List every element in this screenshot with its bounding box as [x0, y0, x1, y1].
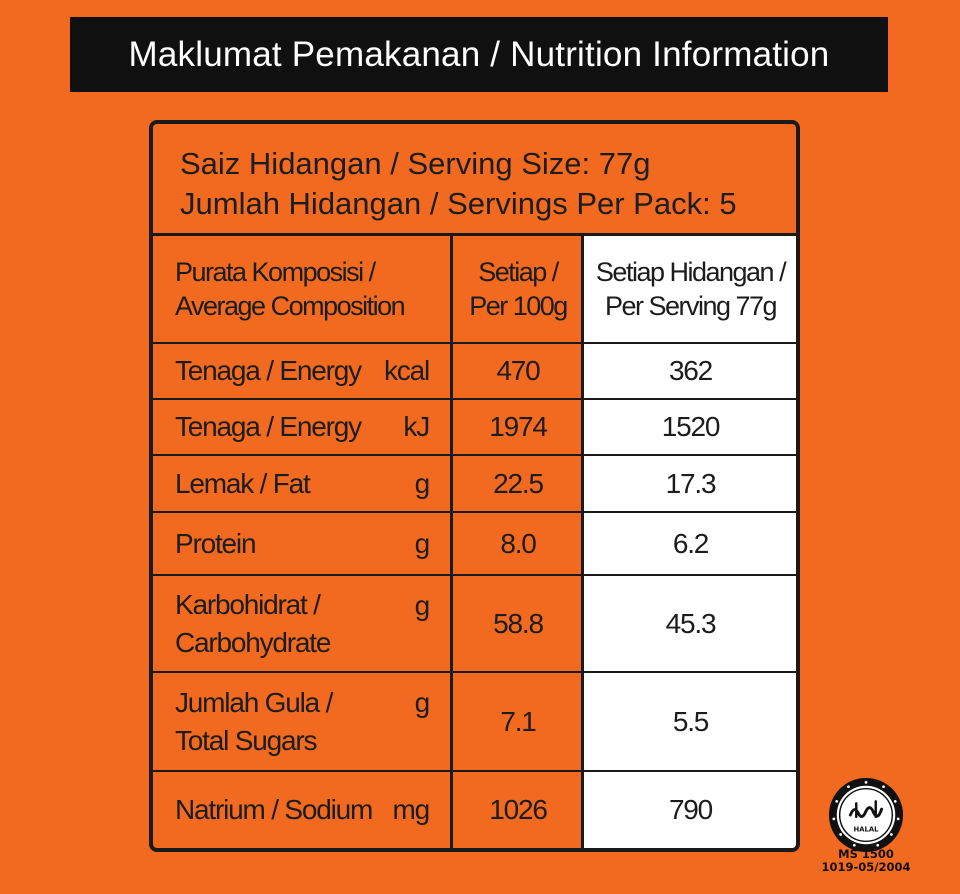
column-divider — [581, 236, 584, 848]
value-per-serving: 17.3 — [665, 467, 717, 499]
certification-text: MS 1500 1019-05/2004 — [808, 848, 924, 874]
value-per-100g: 58.8 — [493, 607, 544, 639]
nutrient-label: Natrium / Sodium — [175, 794, 373, 825]
column-divider — [450, 236, 453, 848]
table-row: Tenaga / Energy kJ 1974 1520 — [153, 400, 796, 456]
servings-per-pack: Jumlah Hidangan / Servings Per Pack: 5 — [180, 186, 737, 221]
halal-seal-icon: HALAL — [828, 777, 904, 853]
halal-logo-text: HALAL — [854, 826, 880, 834]
certification-code: 1019-05/2004 — [821, 860, 911, 874]
nutrient-label: Tenaga / Energy — [175, 411, 362, 442]
table-header-row: Purata Komposisi / Average Composition Se… — [153, 236, 796, 344]
value-per-serving: 1520 — [661, 411, 721, 442]
value-per-100g: 8.0 — [500, 527, 537, 559]
value-per-100g: 1974 — [489, 411, 548, 442]
value-per-100g: 470 — [496, 355, 540, 386]
value-per-100g: 22.5 — [493, 467, 544, 499]
table-row: Natrium / Sodium mg 1026 790 — [153, 772, 796, 848]
page-title: Maklumat Pemakanan / Nutrition Informati… — [70, 17, 888, 92]
certification-standard: MS 1500 — [838, 847, 894, 861]
header-composition: Purata Komposisi / Average Composition — [175, 257, 406, 321]
nutrient-unit: kJ — [403, 411, 430, 442]
header-per-100g: Setiap / Per 100g — [469, 257, 568, 321]
nutrient-label: Tenaga / Energy — [175, 355, 362, 386]
nutrient-unit: mg — [392, 794, 431, 825]
table-row: Protein g 8.0 6.2 — [153, 513, 796, 576]
nutrient-unit: g — [414, 687, 431, 718]
value-per-serving: 45.3 — [665, 607, 717, 639]
serving-info: Saiz Hidangan / Serving Size: 77g Jumlah… — [153, 124, 796, 236]
nutrient-unit: g — [414, 467, 431, 499]
value-per-serving: 5.5 — [672, 705, 710, 737]
value-per-serving: 790 — [668, 794, 713, 825]
nutrient-label: Lemak / Fat — [175, 467, 311, 499]
table-row: Jumlah Gula / Total Sugars g 7.1 5.5 — [153, 673, 796, 772]
table-row: Lemak / Fat g 22.5 17.3 — [153, 456, 796, 513]
nutrient-unit: g — [414, 527, 431, 559]
nutrient-label: Jumlah Gula / Total Sugars — [175, 686, 333, 756]
per-serving-column-bg — [583, 236, 796, 848]
value-per-serving: 362 — [668, 355, 713, 386]
table-row: Karbohidrat / Carbohydrate g 58.8 45.3 — [153, 576, 796, 673]
value-per-serving: 6.2 — [672, 527, 710, 559]
nutrient-label: Karbohidrat / Carbohydrate — [175, 588, 331, 658]
nutrient-unit: kcal — [384, 355, 430, 386]
value-per-100g: 1026 — [489, 794, 548, 825]
nutrient-label: Protein — [175, 527, 257, 559]
serving-size: Saiz Hidangan / Serving Size: 77g — [180, 146, 651, 181]
table-row: Tenaga / Energy kcal 470 362 — [153, 344, 796, 400]
header-per-serving: Setiap Hidangan / Per Serving 77g — [595, 257, 787, 321]
value-per-100g: 7.1 — [500, 705, 537, 737]
nutrition-panel: Saiz Hidangan / Serving Size: 77g Jumlah… — [149, 120, 800, 852]
nutrient-unit: g — [414, 590, 431, 621]
